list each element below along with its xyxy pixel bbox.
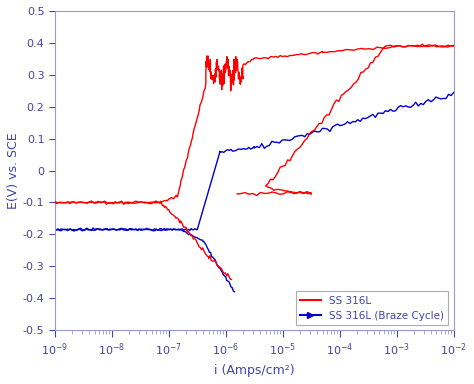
Y-axis label: E(V) vs. SCE: E(V) vs. SCE [7, 132, 20, 209]
X-axis label: i (Amps/cm²): i (Amps/cm²) [214, 364, 294, 377]
Legend: SS 316L, SS 316L (Braze Cycle): SS 316L, SS 316L (Braze Cycle) [296, 291, 448, 325]
